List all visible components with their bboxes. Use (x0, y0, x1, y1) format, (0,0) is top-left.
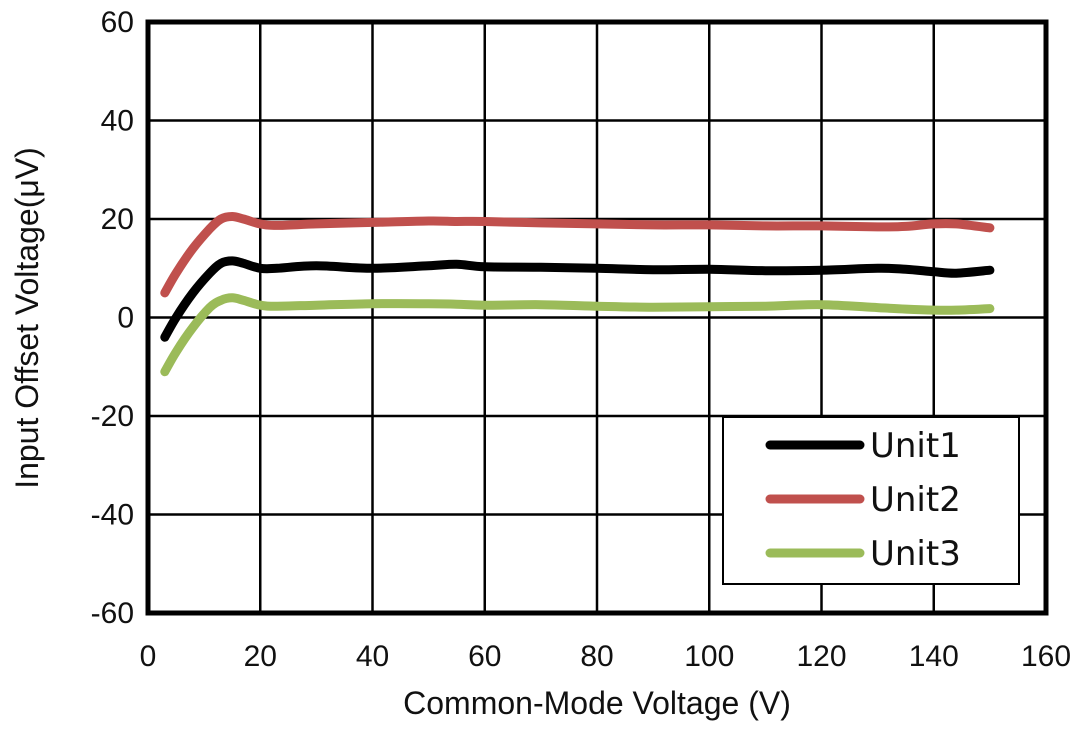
x-axis-title: Common-Mode Voltage (V) (403, 685, 791, 721)
series-lines (160, 212, 995, 377)
y-tick-label: 60 (101, 6, 134, 39)
plot-area-frame (145, 19, 1049, 616)
y-tick-label: 0 (117, 302, 134, 335)
series-line-unit3 (160, 293, 995, 377)
series-line-unit1 (160, 256, 995, 342)
legend-label-unit3: Unit3 (870, 534, 961, 574)
x-tick-label: 160 (1021, 640, 1071, 673)
x-axis-ticks: 0 20 40 60 80 100 120 140 160 (140, 640, 1071, 673)
legend-label-unit1: Unit1 (870, 426, 961, 466)
x-tick-label: 60 (468, 640, 501, 673)
legend: Unit1 Unit2 Unit3 (722, 416, 1020, 585)
y-tick-label: 40 (101, 105, 134, 138)
y-tick-label: -40 (91, 499, 134, 532)
x-tick-label: 20 (244, 640, 277, 673)
x-tick-label: 120 (796, 640, 846, 673)
x-tick-label: 80 (580, 640, 613, 673)
y-tick-label: -60 (91, 597, 134, 630)
y-tick-label: -20 (91, 400, 134, 433)
x-tick-label: 100 (684, 640, 734, 673)
x-tick-label: 140 (909, 640, 959, 673)
series-line-unit2 (160, 212, 995, 298)
legend-label-unit2: Unit2 (870, 480, 961, 520)
x-tick-label: 40 (356, 640, 389, 673)
grid (148, 22, 1046, 613)
y-axis-ticks: -60 -40 -20 0 20 40 60 (91, 6, 134, 630)
x-tick-label: 0 (140, 640, 157, 673)
y-tick-label: 20 (101, 203, 134, 236)
y-axis-title: Input Offset Voltage(μV) (9, 147, 45, 489)
